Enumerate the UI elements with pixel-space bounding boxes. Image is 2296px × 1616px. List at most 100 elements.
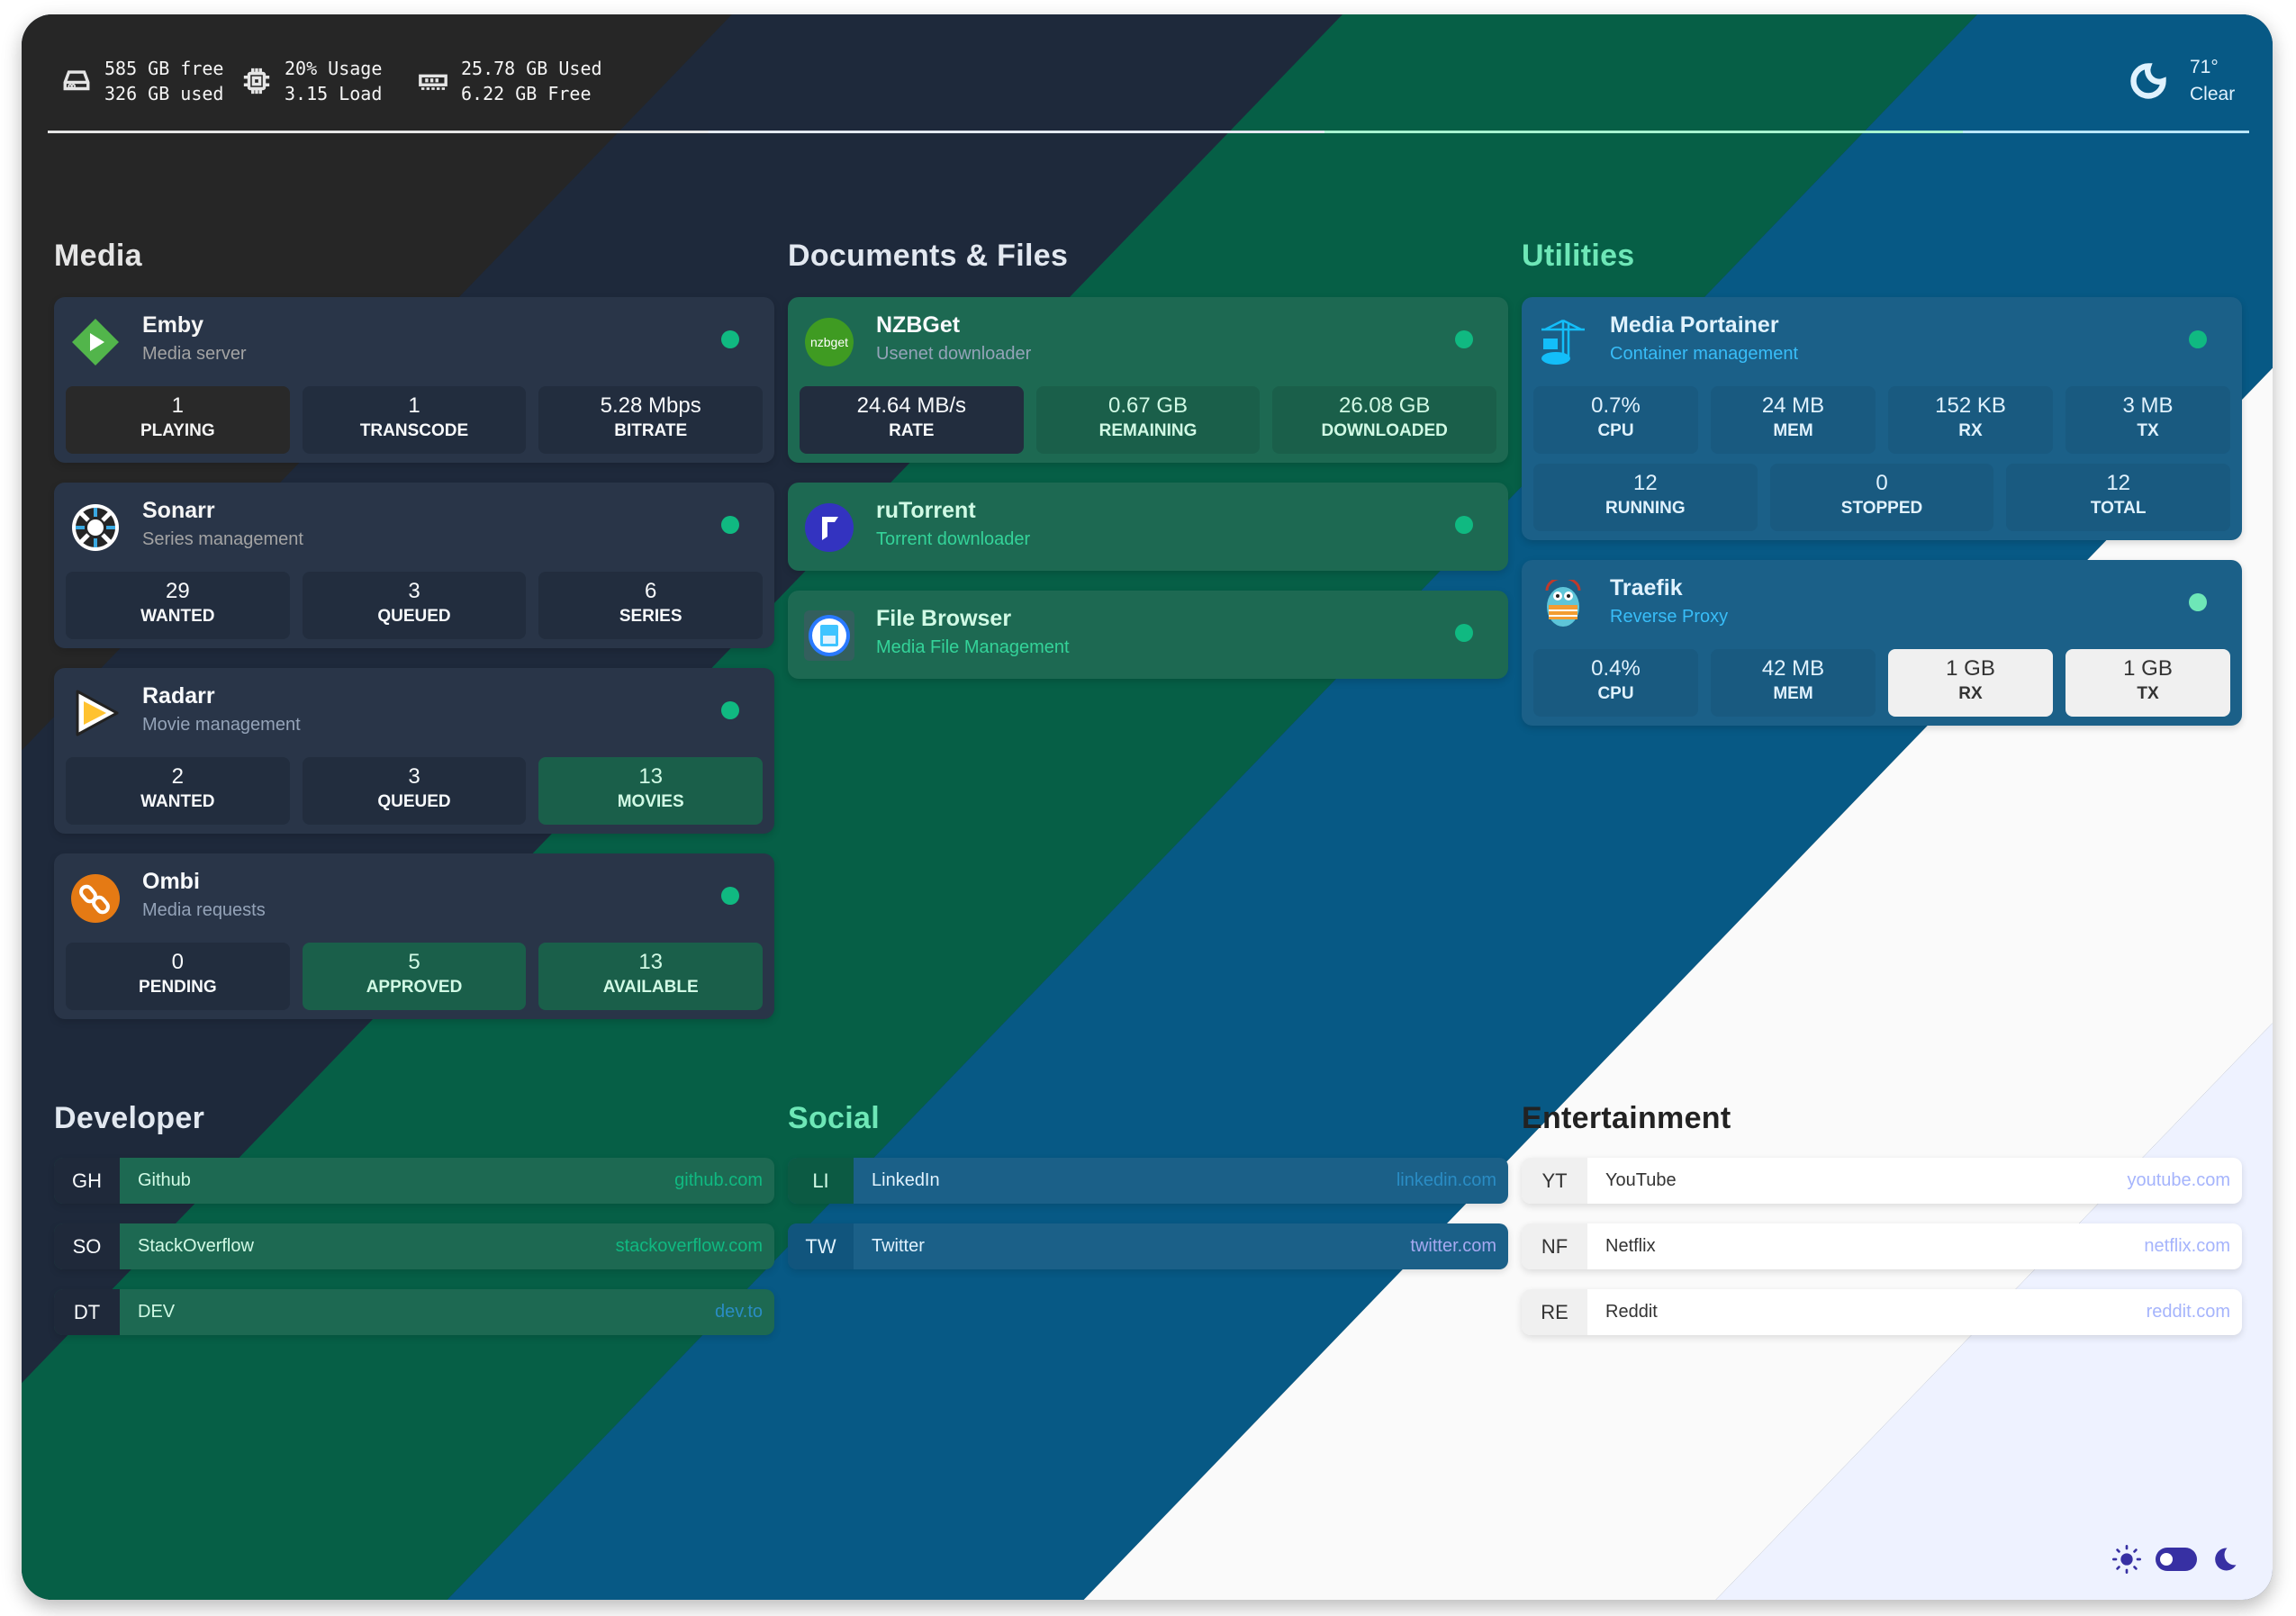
bookmark-reddit[interactable]: RE Reddit reddit.com bbox=[1522, 1289, 2242, 1335]
moon-icon[interactable] bbox=[2211, 1546, 2238, 1573]
bookmark-dev[interactable]: DT DEV dev.to bbox=[54, 1289, 774, 1335]
weather-widget: 71° Clear bbox=[2129, 54, 2235, 108]
svg-text:nzbget: nzbget bbox=[810, 335, 848, 349]
stat-transcode: 1 TRANSCODE bbox=[302, 386, 527, 454]
bookmark-abbr: RE bbox=[1522, 1289, 1587, 1335]
service-name: File Browser bbox=[876, 606, 1012, 631]
service-name: Sonarr bbox=[142, 498, 215, 523]
bookmark-abbr: YT bbox=[1522, 1158, 1587, 1204]
service-subtitle: Media server bbox=[142, 344, 247, 364]
stat-tx: 1 GB TX bbox=[2065, 649, 2230, 717]
section-developer: GH Github github.com SO StackOverflow stacko… bbox=[54, 1158, 774, 1335]
stat-wanted: 29 WANTED bbox=[66, 572, 290, 639]
bookmark-name: Github bbox=[138, 1170, 191, 1190]
stat-series: 6 SERIES bbox=[538, 572, 764, 639]
section-entertainment: YT YouTube youtube.com NF Netflix netflix.co… bbox=[1522, 1158, 2242, 1335]
status-dot bbox=[721, 701, 739, 719]
bookmark-name: Reddit bbox=[1605, 1302, 1658, 1322]
bookmark-abbr: DT bbox=[54, 1289, 120, 1335]
bookmark-name: DEV bbox=[138, 1302, 176, 1322]
section-utilities: Media Portainer Container management 0.7… bbox=[1522, 297, 2242, 726]
ombi-icon bbox=[70, 873, 121, 924]
bookmark-name: YouTube bbox=[1605, 1170, 1677, 1190]
service-subtitle: Container management bbox=[1610, 344, 1799, 364]
bookmark-github[interactable]: GH Github github.com bbox=[54, 1158, 774, 1204]
stat-cpu: 0.4% CPU bbox=[1533, 649, 1698, 717]
stat-stopped: 0 STOPPED bbox=[1769, 464, 1994, 531]
nzbget-icon: nzbget bbox=[804, 317, 854, 367]
bookmark-url: github.com bbox=[674, 1170, 763, 1190]
status-dot bbox=[1455, 330, 1473, 348]
cpu-widget: 20% Usage 3.15 Load bbox=[241, 56, 382, 106]
file-browser-icon bbox=[804, 610, 854, 661]
stat-approved: 5 APPROVED bbox=[302, 943, 527, 1010]
bookmark-url: stackoverflow.com bbox=[615, 1236, 763, 1256]
service-card-rutorrent[interactable]: ruTorrent Torrent downloader bbox=[788, 483, 1508, 571]
stat-pending: 0 PENDING bbox=[66, 943, 290, 1010]
section-title-documents: Documents & Files bbox=[788, 239, 1069, 273]
status-dot bbox=[1455, 624, 1473, 642]
section-media: Emby Media server 1 PLAYING 1 TRANSCODE 5.… bbox=[54, 297, 774, 1019]
bookmark-url: youtube.com bbox=[2127, 1170, 2230, 1190]
stat-queued: 3 QUEUED bbox=[302, 572, 527, 639]
stat-wanted: 2 WANTED bbox=[66, 757, 290, 825]
section-title-media: Media bbox=[54, 239, 142, 273]
service-name: ruTorrent bbox=[876, 498, 976, 523]
toggle-switch[interactable] bbox=[2156, 1548, 2197, 1571]
bookmark-name: Twitter bbox=[872, 1236, 925, 1256]
bookmark-twitter[interactable]: TW Twitter twitter.com bbox=[788, 1223, 1508, 1269]
service-name: Media Portainer bbox=[1610, 312, 1779, 338]
service-card-portainer[interactable]: Media Portainer Container management 0.7… bbox=[1522, 297, 2242, 540]
weather-condition: Clear bbox=[2190, 84, 2236, 104]
cpu-load: 3.15 Load bbox=[285, 83, 383, 104]
bookmark-abbr: LI bbox=[788, 1158, 854, 1204]
bookmark-netflix[interactable]: NF Netflix netflix.com bbox=[1522, 1223, 2242, 1269]
bookmark-abbr: GH bbox=[54, 1158, 120, 1204]
moon-icon bbox=[2130, 63, 2166, 99]
bookmark-youtube[interactable]: YT YouTube youtube.com bbox=[1522, 1158, 2242, 1204]
sun-icon[interactable] bbox=[2112, 1545, 2141, 1574]
service-card-sonarr[interactable]: Sonarr Series management 29 WANTED 3 QUEUE… bbox=[54, 483, 774, 648]
stat-rx: 152 KB RX bbox=[1888, 386, 2053, 454]
cpu-usage: 20% Usage bbox=[285, 58, 383, 79]
service-card-emby[interactable]: Emby Media server 1 PLAYING 1 TRANSCODE 5.… bbox=[54, 297, 774, 463]
cpu-icon bbox=[243, 68, 270, 95]
bookmark-stackoverflow[interactable]: SO StackOverflow stackoverflow.com bbox=[54, 1223, 774, 1269]
status-dot bbox=[721, 330, 739, 348]
disk-widget: 585 GB free 326 GB used bbox=[61, 56, 223, 106]
bookmark-linkedin[interactable]: LI LinkedIn linkedin.com bbox=[788, 1158, 1508, 1204]
service-subtitle: Reverse Proxy bbox=[1610, 607, 1729, 627]
stat-rx: 1 GB RX bbox=[1888, 649, 2053, 717]
theme-toggle[interactable] bbox=[2112, 1545, 2238, 1574]
stat-queued: 3 QUEUED bbox=[302, 757, 527, 825]
service-card-radarr[interactable]: Radarr Movie management 2 WANTED 3 QUEUED … bbox=[54, 668, 774, 834]
portainer-icon bbox=[1538, 317, 1588, 367]
bookmark-name: LinkedIn bbox=[872, 1170, 940, 1190]
service-subtitle: Media File Management bbox=[876, 637, 1070, 657]
radarr-icon bbox=[70, 688, 121, 738]
rutorrent-icon bbox=[804, 502, 854, 553]
service-name: Ombi bbox=[142, 869, 200, 894]
bookmark-abbr: TW bbox=[788, 1223, 854, 1269]
status-dot bbox=[2189, 330, 2207, 348]
hard-drive-icon bbox=[63, 70, 90, 91]
section-title-utilities: Utilities bbox=[1522, 239, 1635, 273]
emby-icon bbox=[70, 317, 121, 367]
stat-running: 12 RUNNING bbox=[1533, 464, 1758, 531]
service-name: Emby bbox=[142, 312, 204, 338]
stat-cpu: 0.7% CPU bbox=[1533, 386, 1698, 454]
section-title-entertainment: Entertainment bbox=[1522, 1101, 1731, 1135]
weather-temp: 71° bbox=[2190, 57, 2219, 77]
service-card-nzbget[interactable]: nzbget NZBGet Usenet downloader 24.64 MB… bbox=[788, 297, 1508, 463]
bookmark-url: linkedin.com bbox=[1396, 1170, 1496, 1190]
service-card-ombi[interactable]: Ombi Media requests 0 PENDING 5 APPROVED 1… bbox=[54, 853, 774, 1019]
status-dot bbox=[721, 887, 739, 905]
service-subtitle: Series management bbox=[142, 529, 303, 549]
service-card-traefik[interactable]: Traefik Reverse Proxy 0.4% CPU 42 MB MEM 1… bbox=[1522, 560, 2242, 726]
header-divider bbox=[48, 131, 2249, 133]
stat-movies: 13 MOVIES bbox=[538, 757, 764, 825]
service-name: NZBGet bbox=[876, 312, 961, 338]
stat-tx: 3 MB TX bbox=[2065, 386, 2230, 454]
stat-downloaded: 26.08 GB DOWNLOADED bbox=[1272, 386, 1497, 454]
service-card-file-browser[interactable]: File Browser Media File Management bbox=[788, 591, 1508, 679]
